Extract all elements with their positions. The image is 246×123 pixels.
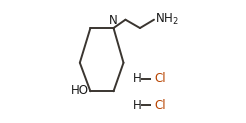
Text: HO: HO	[71, 84, 89, 97]
Text: N: N	[109, 14, 118, 27]
Text: NH$_2$: NH$_2$	[155, 12, 179, 27]
Text: Cl: Cl	[154, 72, 166, 85]
Text: Cl: Cl	[154, 99, 166, 112]
Text: H: H	[133, 99, 141, 112]
Text: H: H	[133, 72, 141, 85]
